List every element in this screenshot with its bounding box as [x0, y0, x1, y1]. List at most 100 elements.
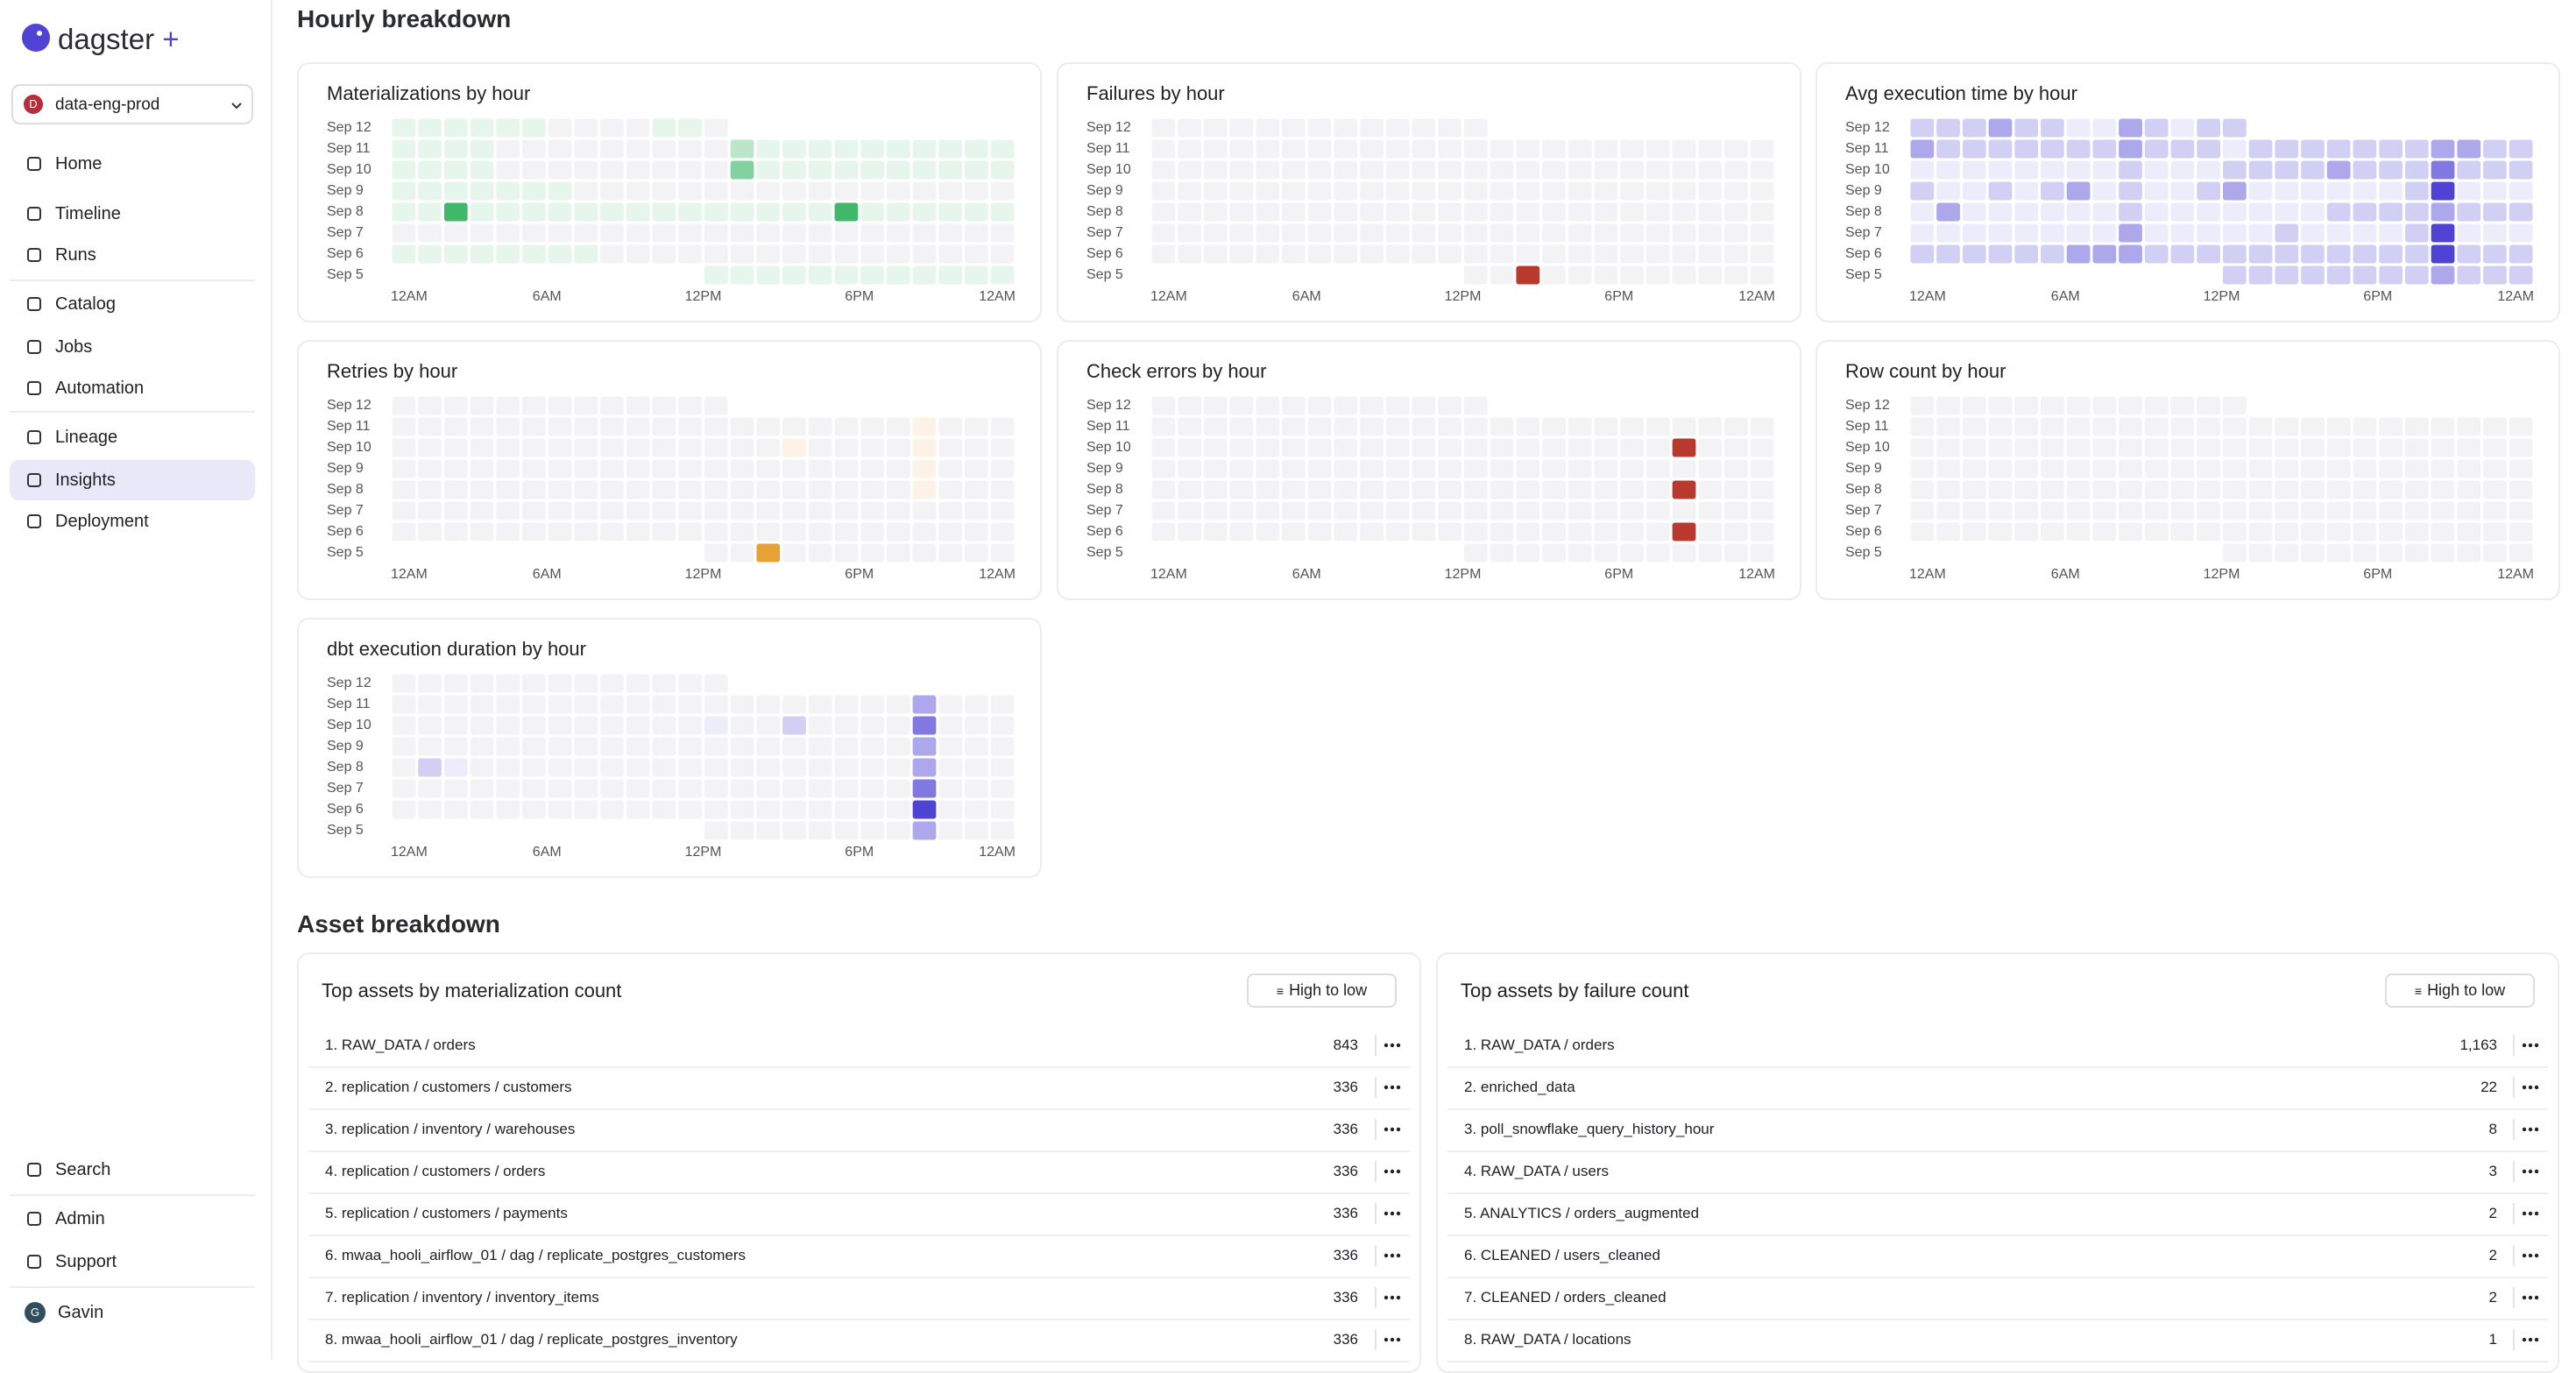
heat-cell: [1307, 522, 1332, 541]
nav-item[interactable]: Home: [10, 144, 255, 184]
more-button[interactable]: [1384, 1042, 1401, 1049]
nav-item[interactable]: Lineage: [10, 417, 255, 457]
asset-name[interactable]: 2. replication / customers / customers: [325, 1079, 572, 1095]
nav-item[interactable]: Insights: [10, 460, 255, 500]
dot: [2534, 1295, 2539, 1300]
heat-cell: [1360, 139, 1384, 159]
nav-item[interactable]: Automation: [10, 368, 255, 408]
nav-item[interactable]: Catalog: [10, 284, 255, 324]
heat-cell: [2092, 181, 2117, 201]
nav-item[interactable]: Search: [10, 1150, 255, 1190]
asset-name[interactable]: 1. RAW_DATA / orders: [325, 1037, 476, 1053]
heat-cell: [470, 522, 494, 541]
chart-card: Materializations by hour Sep 12 Sep 11 Sep …: [297, 62, 1042, 322]
asset-name[interactable]: 7. CLEANED / orders_cleaned: [1464, 1289, 1667, 1306]
heat-cell: [522, 118, 546, 138]
heat-cell: [2197, 417, 2220, 436]
org-select[interactable]: D data-eng-prod: [11, 84, 253, 124]
heat-cell: [1203, 438, 1228, 457]
asset-name[interactable]: 5. ANALYTICS / orders_augmented: [1464, 1205, 1700, 1221]
more-button[interactable]: [2522, 1168, 2539, 1175]
nav-label: Search: [55, 1159, 111, 1179]
asset-name[interactable]: 4. replication / customers / orders: [325, 1163, 546, 1179]
row-label: Sep 9: [327, 183, 364, 198]
asset-name[interactable]: 3. poll_snowflake_query_history_hour: [1464, 1121, 1715, 1137]
nav-item[interactable]: Support: [10, 1242, 255, 1282]
nav-item[interactable]: Runs: [10, 235, 255, 275]
chart-title: Check errors by hour: [1086, 360, 1266, 382]
heat-cell: [2119, 202, 2142, 222]
heat-cell: [1178, 139, 1201, 159]
more-button[interactable]: [2522, 1042, 2539, 1049]
heat-cell: [1516, 543, 1540, 563]
heat-cell: [1307, 139, 1332, 159]
row-label: Sep 6: [1086, 246, 1123, 261]
heat-cell: [1672, 543, 1696, 563]
heat-cell: [626, 160, 650, 180]
nav-item[interactable]: Jobs: [10, 327, 255, 367]
heat-cell: [990, 417, 1015, 436]
asset-name[interactable]: 3. replication / inventory / warehouses: [325, 1121, 576, 1137]
more-button[interactable]: [1384, 1084, 1401, 1091]
nav-item[interactable]: Deployment: [10, 501, 255, 541]
heat-cell: [2404, 543, 2429, 563]
asset-name[interactable]: 4. RAW_DATA / users: [1464, 1163, 1610, 1179]
heat-cell: [1936, 501, 1960, 520]
heat-cell: [2066, 139, 2091, 159]
nav-item[interactable]: Admin: [10, 1199, 255, 1239]
heat-cell: [1988, 139, 2013, 159]
more-button[interactable]: [1384, 1294, 1401, 1301]
asset-name[interactable]: 1. RAW_DATA / orders: [1464, 1037, 1615, 1053]
user[interactable]: G Gavin: [10, 1292, 255, 1333]
heat-cell: [808, 779, 832, 798]
more-button[interactable]: [1384, 1210, 1401, 1217]
heat-cell: [2353, 438, 2377, 457]
more-button[interactable]: [1384, 1336, 1401, 1343]
heat-cell: [1334, 118, 1358, 138]
more-button[interactable]: [1384, 1252, 1401, 1259]
heat-cell: [1334, 223, 1358, 243]
heat-cell: [1645, 459, 1670, 478]
sort-button[interactable]: ≡ High to low: [1247, 973, 1397, 1008]
more-button[interactable]: [2522, 1084, 2539, 1091]
heat-cell: [2404, 223, 2429, 243]
asset-name[interactable]: 5. replication / customers / payments: [325, 1205, 568, 1221]
heat-cell: [834, 160, 859, 180]
heat-cell: [626, 779, 650, 798]
asset-name[interactable]: 6. CLEANED / users_cleaned: [1464, 1247, 1660, 1263]
heat-cell: [912, 417, 937, 436]
more-button[interactable]: [1384, 1126, 1401, 1133]
heat-cell: [1568, 223, 1592, 243]
more-button[interactable]: [2522, 1126, 2539, 1133]
heat-cell: [1936, 139, 1960, 159]
heat-cell: [1988, 396, 2013, 415]
asset-name[interactable]: 7. replication / inventory / inventory_i…: [325, 1289, 599, 1306]
more-button[interactable]: [2522, 1210, 2539, 1217]
chart-title: Retries by hour: [327, 360, 457, 382]
heat-cell: [418, 800, 442, 819]
heat-cell: [1464, 202, 1488, 222]
heat-cell: [1334, 522, 1358, 541]
heat-cell: [1594, 181, 1618, 201]
heat-cell: [2483, 438, 2507, 457]
heat-cell: [1438, 417, 1461, 436]
x-tick-label: 6AM: [533, 567, 562, 582]
asset-name[interactable]: 2. enriched_data: [1464, 1079, 1575, 1095]
nav-item[interactable]: Timeline: [10, 194, 255, 234]
dot: [2522, 1253, 2527, 1258]
more-button[interactable]: [2522, 1294, 2539, 1301]
heat-cell: [2223, 223, 2247, 243]
more-button[interactable]: [2522, 1252, 2539, 1259]
heat-cell: [2353, 244, 2377, 264]
heat-cell: [1438, 118, 1461, 138]
asset-name[interactable]: 6. mwaa_hooli_airflow_01 / dag / replica…: [325, 1247, 747, 1263]
sort-button[interactable]: ≡ High to low: [2385, 973, 2535, 1008]
heat-cell: [2431, 202, 2455, 222]
more-button[interactable]: [2522, 1336, 2539, 1343]
more-button[interactable]: [1384, 1168, 1401, 1175]
heat-cell: [2326, 459, 2351, 478]
heat-cell: [600, 118, 624, 138]
asset-name[interactable]: 8. mwaa_hooli_airflow_01 / dag / replica…: [325, 1331, 738, 1348]
heat-cell: [2197, 244, 2220, 264]
asset-name[interactable]: 8. RAW_DATA / locations: [1464, 1331, 1631, 1348]
